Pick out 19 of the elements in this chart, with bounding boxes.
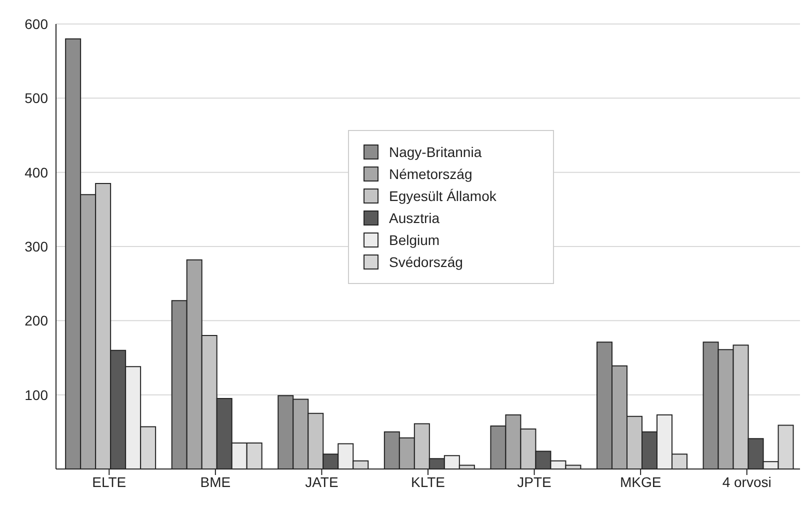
x-tick-label: JATE (305, 474, 338, 490)
x-tick-label: 4 orvosi (722, 474, 772, 490)
legend-label: Svédország (389, 254, 463, 270)
legend-label: Nagy-Britannia (389, 144, 482, 160)
y-tick-label: 400 (24, 164, 48, 180)
y-tick-label: 300 (24, 238, 48, 254)
x-tick-label: BME (200, 474, 231, 490)
y-tick-label: 500 (24, 90, 48, 106)
y-tick-label: 200 (24, 312, 48, 329)
y-tick-label: 100 (24, 386, 48, 403)
legend-label: Egyesült Államok (389, 188, 496, 204)
legend-label: Ausztria (389, 210, 440, 226)
legend-label: Németország (389, 166, 472, 182)
x-tick-label: MKGE (620, 474, 662, 490)
y-tick-label: 600 (24, 16, 48, 32)
x-tick-label: ELTE (92, 474, 126, 490)
x-tick-label: KLTE (411, 474, 445, 490)
x-tick-label: JPTE (517, 474, 552, 490)
legend-label: Belgium (389, 232, 440, 248)
